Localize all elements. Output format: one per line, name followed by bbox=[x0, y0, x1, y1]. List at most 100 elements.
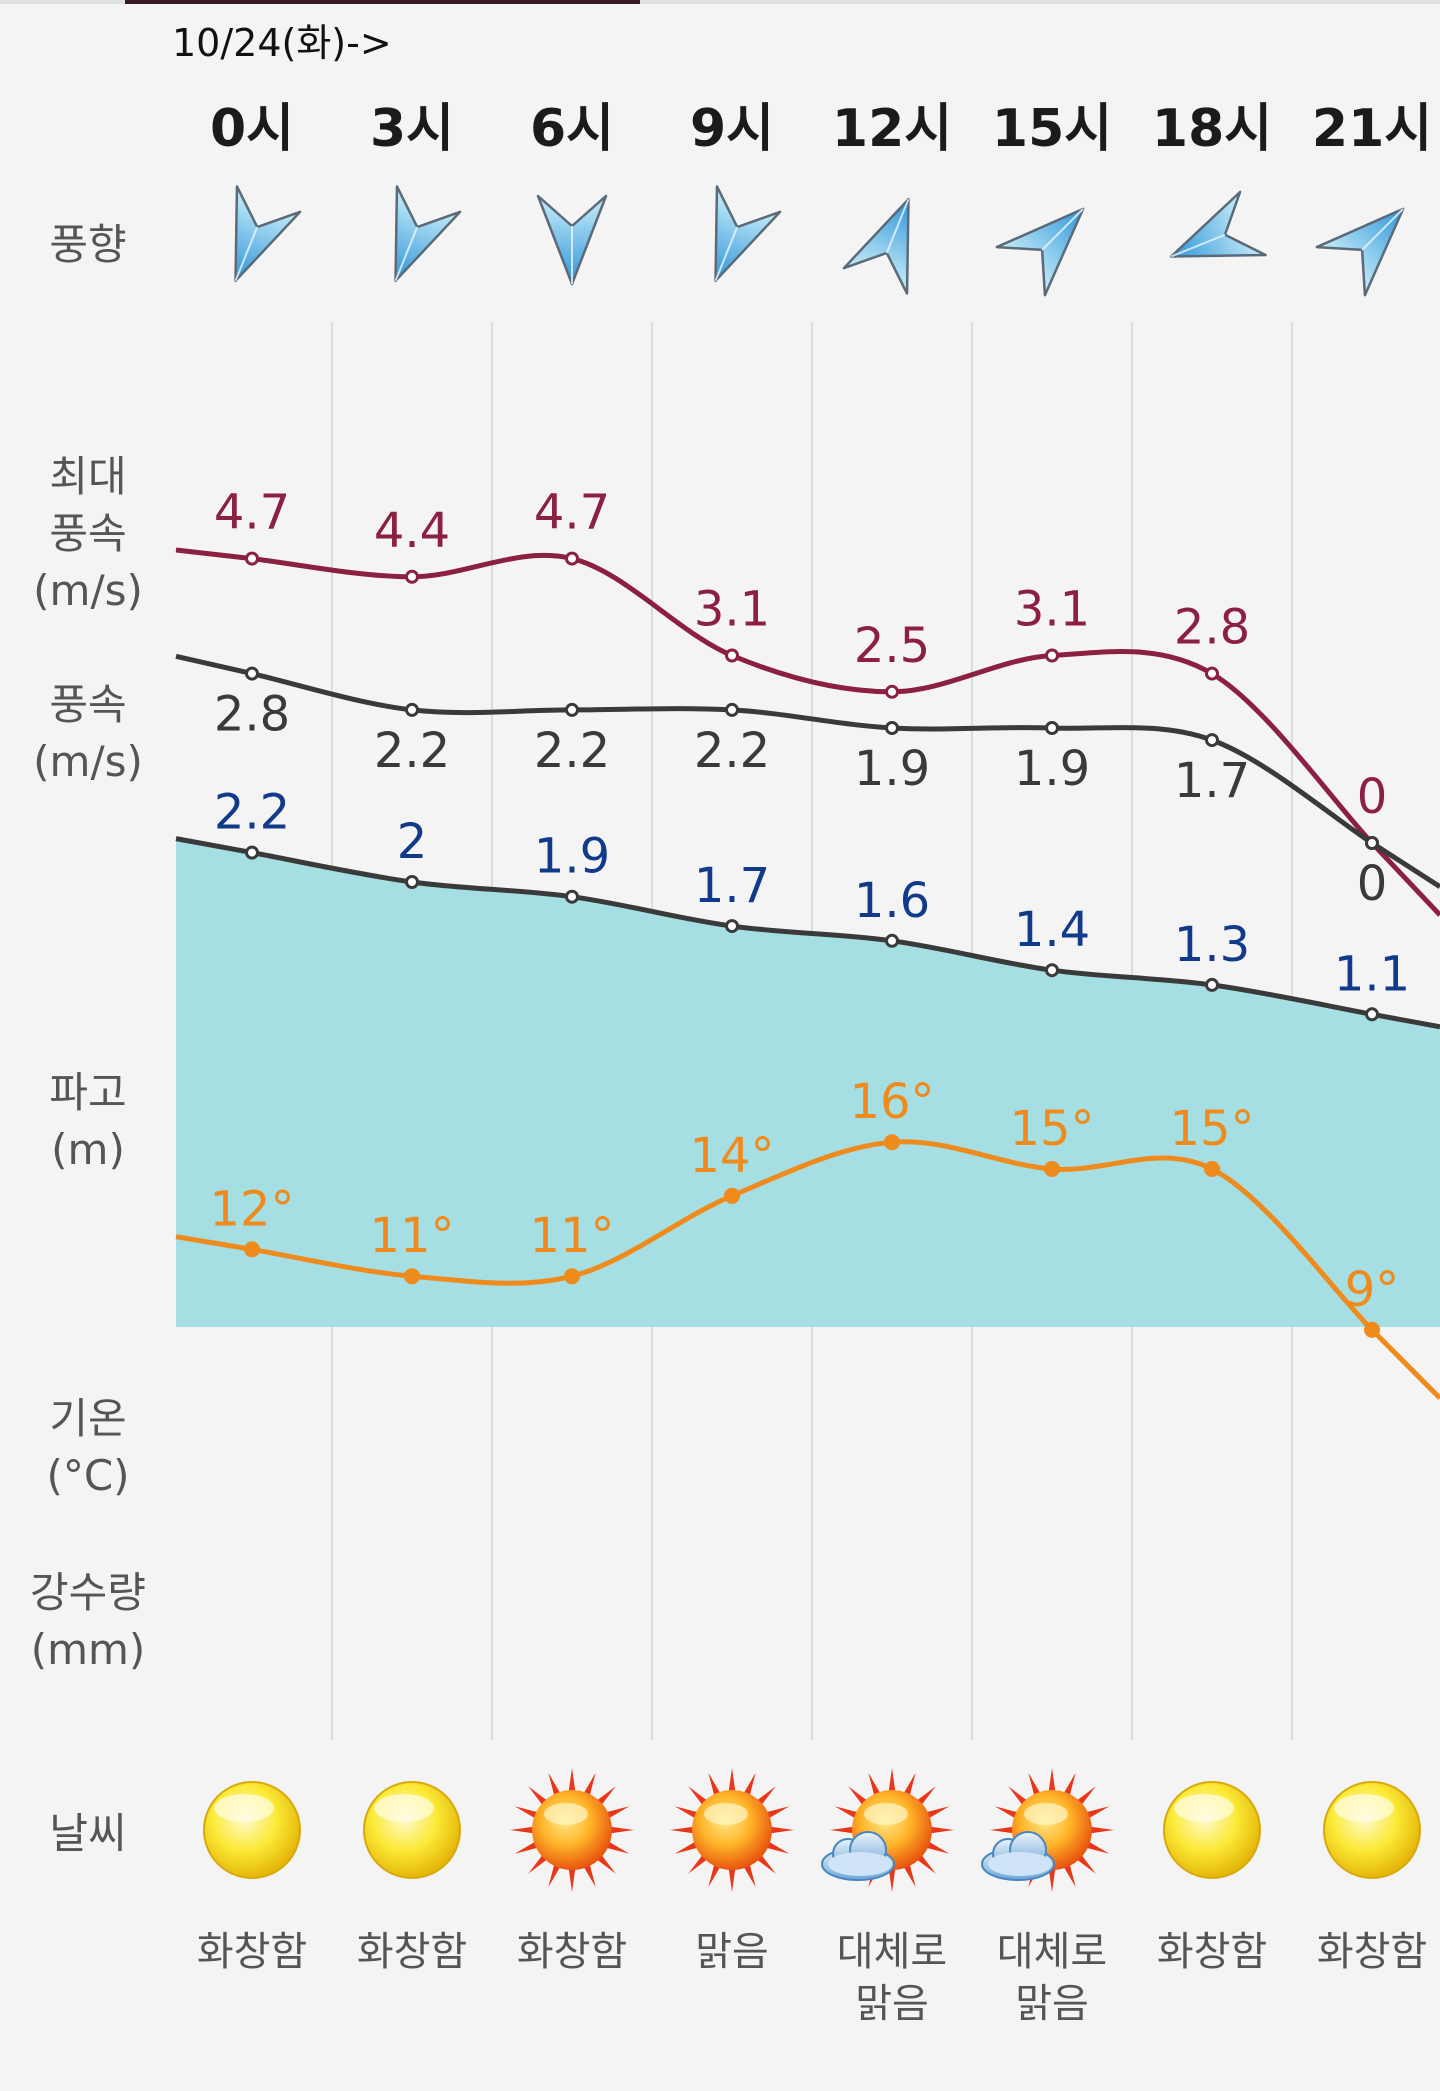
max-wind-line-value: 4.7 bbox=[214, 485, 290, 541]
sun-rays-icon bbox=[670, 1768, 794, 1892]
weather-description: 맑음 bbox=[695, 1929, 769, 1975]
wind-arrow-icon bbox=[1169, 190, 1267, 258]
sun-plain-icon bbox=[1323, 1781, 1421, 1879]
row-label-weather: 날씨 bbox=[49, 1809, 127, 1858]
sun-rays-icon bbox=[510, 1768, 634, 1892]
wave-point bbox=[405, 875, 419, 889]
wind-arrow-icon bbox=[1315, 207, 1405, 297]
wind-line-point bbox=[725, 702, 739, 717]
max-wind-line-value: 3.1 bbox=[694, 582, 770, 638]
wind-line-point bbox=[405, 702, 419, 717]
wave-point bbox=[1365, 1007, 1379, 1022]
max-wind-line-point bbox=[405, 569, 419, 584]
temp-value: 11° bbox=[529, 1208, 614, 1264]
max-wind-line-value: 4.7 bbox=[534, 485, 610, 541]
wind-arrow-icon bbox=[394, 185, 462, 283]
wind-arrow-icon bbox=[842, 197, 910, 295]
hour-label: 12시 bbox=[831, 99, 953, 159]
sun-plain-icon bbox=[363, 1781, 461, 1879]
row-label-max-wind: 최대 풍속 (m/s) bbox=[33, 452, 143, 615]
max-wind-line-value: 2.5 bbox=[854, 618, 930, 674]
max-wind-line-value: 3.1 bbox=[1014, 582, 1090, 638]
wave-area bbox=[176, 838, 1440, 1327]
wind-line-value: 1.9 bbox=[1014, 741, 1090, 797]
sun-plain-icon bbox=[1163, 1781, 1261, 1879]
temp-value: 15° bbox=[1169, 1101, 1254, 1157]
hour-label: 21시 bbox=[1311, 99, 1433, 159]
max-wind-line-value: 0 bbox=[1357, 769, 1388, 825]
max-wind-line bbox=[175, 547, 1440, 917]
row-label-wave: 파고 (m) bbox=[49, 1068, 127, 1174]
temp-point bbox=[564, 1268, 580, 1285]
wave-point bbox=[245, 845, 259, 860]
wave-point bbox=[1045, 963, 1059, 978]
weather-description: 화창함 bbox=[1316, 1929, 1428, 1975]
temp-value: 9° bbox=[1345, 1262, 1400, 1318]
hour-label: 9시 bbox=[689, 99, 775, 159]
max-wind-line-value: 2.8 bbox=[1174, 600, 1250, 656]
wind-line-value: 1.7 bbox=[1174, 753, 1250, 809]
sun-cloud-icon bbox=[981, 1768, 1114, 1892]
top-bar bbox=[0, 0, 1440, 4]
wind-arrow-icon bbox=[714, 185, 782, 283]
wave-value: 2.2 bbox=[214, 785, 290, 841]
wave-line bbox=[175, 836, 1440, 1030]
wind-line-point bbox=[1365, 836, 1379, 850]
wave-point bbox=[725, 919, 739, 934]
row-label-rain: 강수량 (mm) bbox=[30, 1568, 146, 1674]
wave-value: 1.4 bbox=[1014, 902, 1090, 958]
temp-value: 16° bbox=[849, 1074, 934, 1130]
max-wind-line-value: 4.4 bbox=[374, 503, 450, 559]
wind-line-point bbox=[245, 666, 259, 681]
temp-value: 15° bbox=[1009, 1101, 1094, 1157]
temp-value: 11° bbox=[369, 1208, 454, 1264]
wind-line-value: 0 bbox=[1357, 856, 1388, 912]
temp-point bbox=[1364, 1321, 1380, 1338]
wind-line-value: 2.2 bbox=[694, 723, 770, 779]
wave-value: 1.1 bbox=[1334, 946, 1410, 1002]
max-wind-line-point bbox=[1205, 666, 1219, 681]
temp-line bbox=[175, 1139, 1440, 1400]
wind-line-point bbox=[1045, 721, 1059, 735]
sun-cloud-icon bbox=[821, 1768, 954, 1892]
wind-line-value: 2.2 bbox=[534, 723, 610, 779]
wave-value: 1.7 bbox=[694, 858, 770, 914]
temp-point bbox=[404, 1268, 420, 1285]
wind-arrow-icon bbox=[995, 207, 1085, 297]
wave-value: 1.6 bbox=[854, 873, 930, 929]
wind-line-point bbox=[1205, 733, 1219, 748]
weather-description: 화창함 bbox=[1156, 1929, 1268, 1975]
wind-arrow-icon bbox=[536, 194, 608, 286]
sun-plain-icon bbox=[203, 1781, 301, 1879]
wave-point bbox=[565, 889, 579, 904]
row-label-wind: 풍속 (m/s) bbox=[33, 680, 143, 786]
row-label-temp: 기온 (°C) bbox=[46, 1394, 130, 1500]
weather-description: 화창함 bbox=[196, 1929, 308, 1975]
wave-point bbox=[1205, 977, 1219, 992]
wind-line-point bbox=[885, 721, 899, 735]
temp-point bbox=[884, 1134, 900, 1151]
wind-line-value: 2.8 bbox=[214, 687, 290, 743]
wind-line-point bbox=[565, 702, 579, 717]
hour-label: 18시 bbox=[1151, 99, 1273, 159]
wave-value: 1.9 bbox=[534, 829, 610, 885]
hour-label: 6시 bbox=[529, 99, 615, 159]
top-bar-indicator bbox=[125, 0, 640, 4]
temp-point bbox=[1204, 1161, 1220, 1177]
hour-label: 15시 bbox=[991, 99, 1113, 159]
wind-line bbox=[175, 653, 1440, 889]
temp-point bbox=[724, 1187, 740, 1204]
max-wind-line-point bbox=[725, 648, 739, 663]
max-wind-line-point bbox=[245, 551, 259, 566]
weather-description: 화창함 bbox=[516, 1929, 628, 1975]
hour-label: 0시 bbox=[209, 99, 295, 159]
wave-point bbox=[885, 933, 899, 948]
row-label-wind-direction: 풍향 bbox=[49, 220, 127, 269]
temp-point bbox=[1044, 1161, 1060, 1177]
max-wind-line-point bbox=[885, 684, 899, 699]
temp-value: 12° bbox=[209, 1181, 294, 1237]
wave-value: 1.3 bbox=[1174, 917, 1250, 973]
wind-arrow-icon bbox=[234, 185, 302, 283]
wind-line-value: 2.2 bbox=[374, 723, 450, 779]
